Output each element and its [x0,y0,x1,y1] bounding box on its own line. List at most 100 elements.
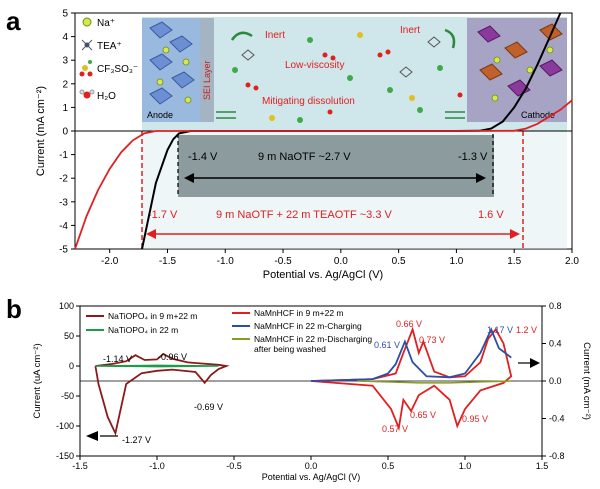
legend-na-label: Na⁺ [97,18,115,29]
panel-a-y-tick-label: 1 [62,103,68,114]
panel-b-label: b [6,294,22,324]
peak-label-0-65: 0.65 V [410,410,436,420]
curved-arrow-left [230,31,253,41]
panel-b-left-y-tick-label: -150 [56,451,74,461]
panel-a-y-tick-label: 0 [62,127,68,138]
red-window-right-value: 1.6 V [478,209,504,221]
black-window-right-value: -1.3 V [458,151,488,163]
water-molecule-icon [79,89,95,99]
anode-crystal-pattern [149,21,195,105]
panel-b-x-tick-label: 1.0 [459,461,472,471]
mitigating-dissolution-label: Mitigating dissolution [262,96,355,107]
natiopo-22m-curve [95,364,219,368]
panel-b-left-y-axis-label: Current (uA cm⁻²) [32,343,43,418]
peak-label-minus-0-69: -0.69 V [194,402,223,412]
panel-b-x-tick-label: 1.5 [536,461,549,471]
panel-a-x-ticks: -2.0 -1.5 -1.0 -0.5 0.0 0.5 1.0 1.5 2.0 [101,249,579,267]
inert-right-label: Inert [400,25,420,36]
cathode-label: Cathode [521,110,555,120]
panel-b-x-tick-label: 0.0 [305,461,318,471]
panel-a-x-tick-label: -1.0 [217,256,235,267]
red-window-arrow-left-head [146,229,156,239]
panel-b-left-y-ticks: 100 50 0 -50 -100 -150 [56,301,80,461]
panel-a-x-tick-label: -0.5 [274,256,292,267]
panel-b: b NaTiOPO₄ in 9 m+22 m NaTiOPO₄ in 22 m … [6,294,592,482]
panel-b-right-y-tick-label: 0.4 [549,339,562,349]
panel-a: a SEI Layer Anode [6,6,579,281]
panel-a-y-tick-label: -5 [59,245,68,256]
panel-b-right-y-tick-label: 0.0 [549,376,562,386]
sei-layer-label: SEI Layer [202,60,212,100]
panel-b-right-y-axis-label: Current (mA cm⁻²) [581,342,592,420]
peak-label-minus-1-27: -1.27 V [122,435,151,445]
panel-b-left-y-tick-label: 50 [64,331,74,341]
black-window-center-label: 9 m NaOTF ~2.7 V [258,151,351,163]
black-window-arrow-right-head [476,173,486,183]
legend-namnhcf-discharging-label: NaMnHCF in 22 m-Discharging [254,334,372,344]
tea-cation-icon [81,39,93,51]
sei-arrows [216,111,236,119]
panel-b-left-y-tick-label: 0 [69,361,74,371]
panel-a-y-tick-label: 5 [62,9,68,20]
panel-a-x-tick-label: 0.0 [334,256,348,267]
black-window-arrow-left-head [184,173,194,183]
red-window-left-value: -1.7 V [148,209,178,221]
curved-arrow-right [444,28,456,49]
panel-a-x-axis-label: Potential vs. Ag/AgCl (V) [263,269,383,281]
panel-b-x-tick-label: -1.0 [149,461,165,471]
panel-b-x-tick-label: -1.5 [72,461,88,471]
panel-b-legend-left: NaTiOPO₄ in 9 m+22 m NaTiOPO₄ in 22 m [86,311,197,335]
peak-label-1-17: 1.17 V [487,325,513,335]
legend-natiopo-22m-label: NaTiOPO₄ in 22 m [108,325,178,335]
legend-water-label: H₂O [97,91,116,102]
triflate-anion-icon [79,60,93,77]
peak-label-minus-1-14: -1.14 V [103,354,132,364]
panel-a-label: a [6,6,21,36]
panel-b-right-y-tick-label: 0.8 [549,301,562,311]
legend-triflate-label: CF₃SO₃⁻ [97,64,138,75]
panel-a-y-tick-label: -4 [59,221,68,232]
panel-b-right-y-tick-label: -0.8 [549,451,565,461]
panel-a-x-tick-label: -2.0 [101,256,119,267]
cathode-na-ions [491,46,554,102]
panel-b-right-y-ticks: 0.8 0.4 0.0 -0.4 -0.8 [542,301,565,461]
peak-label-1-2: 1.2 V [516,325,537,335]
anode-block [142,18,200,122]
panel-a-y-tick-label: -2 [59,174,68,185]
anode-label: Anode [147,110,173,120]
legend-namnhcf-discharging-label-2: after being washed [254,344,326,354]
namnhcf-charging-curve [310,327,512,382]
black-window-left-value: -1.4 V [188,151,218,163]
namnhcf-mix-curve [310,326,513,432]
cathode-arrows [445,111,465,119]
electrolyte-molecules [232,32,463,123]
natiopo-mix-curve [94,352,230,436]
sei-layer [200,18,214,122]
red-window-arrow-right-head [510,229,520,239]
panel-a-y-tick-label: 4 [62,32,68,43]
panel-a-x-tick-label: 1.5 [507,256,521,267]
stability-window-box [178,135,494,197]
panel-a-x-tick-label: 1.0 [449,256,463,267]
panel-a-y-tick-label: 3 [62,56,68,67]
red-window-center-label: 9 m NaOTF + 22 m TEAOTF ~3.3 V [216,209,393,221]
panel-a-y-tick-label: -3 [59,197,68,208]
panel-a-x-tick-label: 2.0 [565,256,579,267]
inert-left-label: Inert [265,30,285,41]
legend-namnhcf-charging-label: NaMnHCF in 22 m-Charging [254,321,362,331]
peak-label-0-73: 0.73 V [419,335,445,345]
peak-label-minus-0-96: -0.96 V [158,352,187,362]
panel-a-y-tick-label: 2 [62,79,68,90]
peak-label-0-57: 0.57 V [382,424,408,434]
panel-b-x-tick-label: -0.5 [226,461,242,471]
namnhcf-discharging-curve [357,380,512,384]
panel-b-legend-right: NaMnHCF in 9 m+22 m NaMnHCF in 22 m-Char… [232,308,372,354]
panel-b-right-y-tick-label: -0.4 [549,414,565,424]
legend-tea-label: TEA⁺ [97,41,122,52]
peak-label-0-61: 0.61 V [374,340,400,350]
anode-na-ions [156,46,192,104]
low-viscosity-label: Low-viscosity [285,60,344,71]
peak-label-0-95: 0.95 V [462,414,488,424]
legend-natiopo-mix-label: NaTiOPO₄ in 9 m+22 m [108,311,197,321]
red-window-shade [142,131,567,249]
